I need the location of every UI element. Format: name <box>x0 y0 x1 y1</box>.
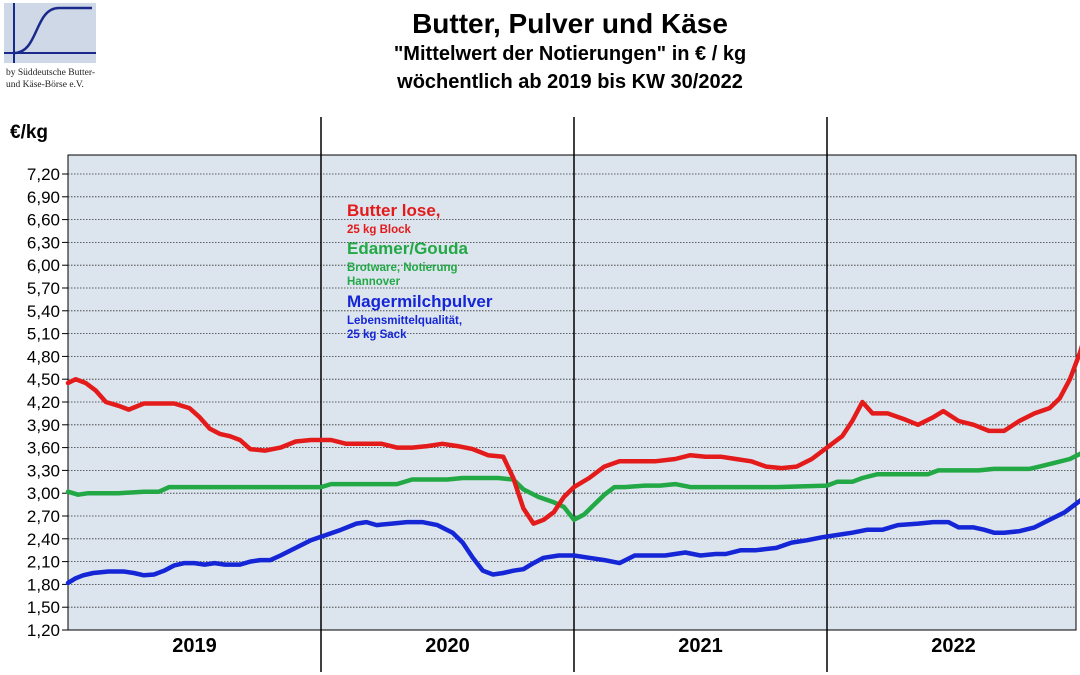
sine-curve-logo-icon <box>4 3 96 63</box>
y-tick-label: 2,40 <box>27 530 60 549</box>
legend-magermilchpulver-title: Magermilchpulver <box>347 292 493 311</box>
year-label-2021: 2021 <box>678 635 723 657</box>
y-tick-label: 2,70 <box>27 507 60 526</box>
legend-butter-title: Butter lose, <box>347 201 441 220</box>
logo-text-line1: by Süddeutsche Butter- <box>6 68 95 78</box>
logo: by Süddeutsche Butter- und Käse-Börse e.… <box>0 0 130 100</box>
legend-butter-note: 25 kg Block <box>347 224 412 236</box>
y-tick-label: 3,60 <box>27 439 60 458</box>
y-tick-label: 7,20 <box>27 165 60 184</box>
y-axis-label: €/kg <box>10 122 48 143</box>
y-tick-label: 5,10 <box>27 325 60 344</box>
y-tick-label: 5,40 <box>27 302 60 321</box>
y-tick-label: 6,90 <box>27 188 60 207</box>
chart-subtitle-period: wöchentlich ab 2019 bis KW 30/2022 <box>397 71 743 93</box>
year-label-2022: 2022 <box>931 635 976 657</box>
plot-area <box>67 154 1077 631</box>
y-tick-label: 5,70 <box>27 279 60 298</box>
y-tick-label: 6,00 <box>27 256 60 275</box>
chart-subtitle: "Mittelwert der Notierungen" in € / kg <box>393 43 747 65</box>
chart-title: Butter, Pulver und Käse <box>412 8 728 39</box>
y-tick-label: 4,20 <box>27 393 60 412</box>
legend-edamer-gouda-note: Hannover <box>347 276 401 288</box>
y-tick-label: 1,80 <box>27 575 60 594</box>
y-tick-label: 4,80 <box>27 347 60 366</box>
y-tick-label: 4,50 <box>27 370 60 389</box>
legend-magermilchpulver-note: Lebensmittelqualität, <box>347 315 462 327</box>
y-tick-label: 2,10 <box>27 553 60 572</box>
year-label-2019: 2019 <box>172 635 217 657</box>
legend-edamer-gouda-note: Brotware, Notierung <box>347 262 458 274</box>
series-line-edamer-gouda <box>65 451 1080 523</box>
series-line-magermilchpulver <box>65 497 1080 586</box>
series-line-butter <box>65 344 1080 526</box>
y-tick-label: 3,00 <box>27 484 60 503</box>
y-tick-label: 3,90 <box>27 416 60 435</box>
y-tick-label: 1,20 <box>27 621 60 640</box>
y-tick-label: 6,30 <box>27 233 60 252</box>
year-label-2020: 2020 <box>425 635 470 657</box>
y-tick-label: 1,50 <box>27 598 60 617</box>
logo-text-line2: und Käse-Börse e.V. <box>6 80 84 90</box>
y-tick-label: 6,60 <box>27 211 60 230</box>
legend-edamer-gouda-title: Edamer/Gouda <box>347 239 468 258</box>
legend-magermilchpulver-note: 25 kg Sack <box>347 329 407 341</box>
y-tick-label: 3,30 <box>27 461 60 480</box>
